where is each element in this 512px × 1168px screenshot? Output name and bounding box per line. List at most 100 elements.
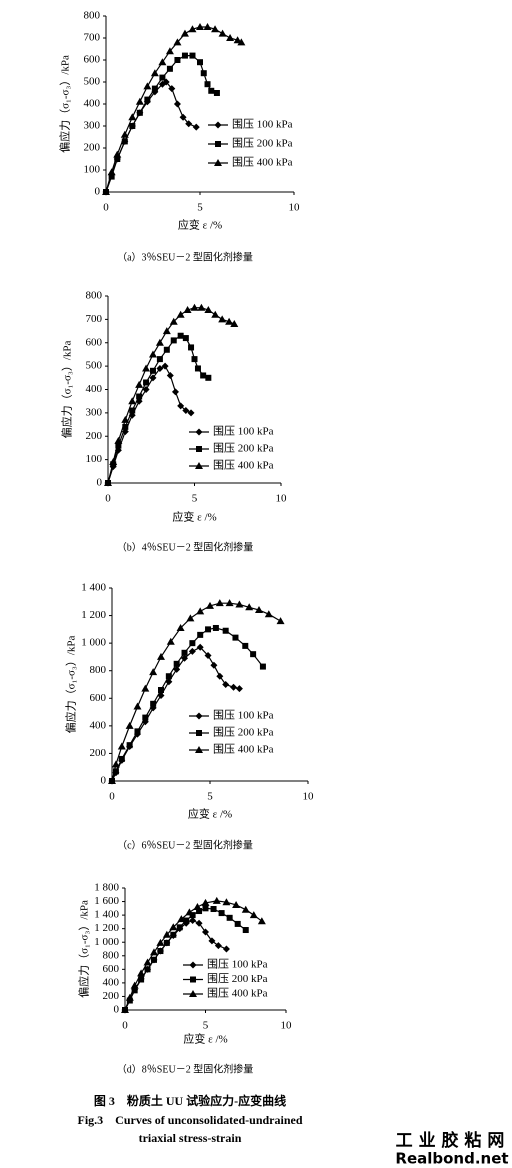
marker (137, 969, 146, 977)
marker (144, 966, 151, 973)
marker (169, 923, 178, 931)
marker (225, 317, 234, 325)
marker (200, 70, 207, 77)
y-tick-label: 800 (84, 10, 101, 22)
series-line (105, 26, 242, 193)
marker (185, 120, 193, 128)
caption: （a）3％SEU－2 型固化剂掺量 (117, 250, 253, 263)
marker (189, 961, 197, 969)
marker (174, 57, 181, 63)
y-tick-label: 600 (84, 54, 101, 66)
y-tick-label: 300 (84, 120, 101, 132)
y-tick-label: 1 200 (94, 922, 119, 934)
y-tick-label: 800 (86, 290, 103, 302)
marker (166, 637, 175, 645)
legend-label: 围压 200 kPa (213, 726, 274, 739)
marker (129, 123, 136, 129)
y-tick-label: 0 (114, 1004, 120, 1016)
marker (235, 685, 243, 693)
marker (177, 402, 185, 410)
marker (206, 601, 214, 609)
marker (197, 59, 203, 66)
legend-label: 围压 200 kPa (232, 137, 293, 150)
marker (182, 407, 190, 415)
marker (166, 371, 174, 379)
marker (126, 742, 133, 749)
marker (213, 90, 220, 96)
marker (125, 993, 134, 1001)
marker (104, 479, 112, 486)
marker (242, 927, 249, 934)
marker (188, 344, 195, 351)
marker (141, 684, 150, 692)
legend-label: 围压 100 kPa (213, 425, 274, 438)
marker (112, 768, 119, 775)
marker (156, 356, 163, 363)
marker (222, 945, 230, 953)
x-tick-label: 10 (276, 493, 288, 505)
marker (177, 332, 184, 339)
x-tick-label: 5 (192, 493, 198, 505)
y-tick-label: 200 (84, 142, 101, 154)
x-tick-label: 0 (122, 1020, 128, 1032)
marker (181, 52, 188, 59)
marker (162, 930, 171, 938)
marker (208, 87, 215, 94)
marker (158, 687, 164, 694)
marker (170, 931, 177, 938)
marker (176, 623, 185, 631)
marker (142, 364, 151, 372)
caption: （c）6％SEU－2 型固化剂掺量 (117, 838, 253, 851)
marker (182, 335, 189, 342)
marker (122, 423, 129, 430)
marker (195, 746, 203, 753)
y-tick-label: 0 (97, 477, 103, 489)
marker (230, 320, 239, 328)
marker (169, 317, 178, 325)
x-axis-label: 应变 ε /% (172, 510, 216, 524)
marker (189, 990, 197, 997)
marker (142, 386, 150, 393)
marker (111, 760, 120, 768)
marker (212, 624, 219, 631)
marker (149, 948, 158, 956)
marker (117, 742, 126, 750)
y-axis-label: 偏应力（σ₁-σ₃）/kPa (60, 341, 74, 439)
marker (188, 647, 196, 655)
figure-caption-en: triaxial stress-strain (139, 1131, 242, 1145)
x-axis-label: 应变 ε /% (188, 807, 232, 821)
marker (195, 919, 203, 927)
marker (218, 29, 227, 37)
marker (234, 920, 241, 927)
marker (226, 34, 235, 41)
marker (196, 446, 202, 452)
caption: （d）8％SEU－2 型固化剂掺量 (117, 1062, 253, 1075)
y-tick-label: 100 (86, 453, 103, 465)
x-tick-label: 10 (281, 1020, 293, 1032)
y-tick-label: 1 800 (94, 882, 119, 894)
marker (170, 337, 177, 344)
marker (196, 908, 203, 915)
y-axis-label: 偏应力（σ₁-σ₃）/kPa (77, 900, 91, 998)
marker (215, 599, 224, 607)
x-tick-label: 0 (105, 493, 111, 505)
y-axis-label: 偏应力（σ₁-σ₃）/kPa (64, 636, 78, 734)
marker (233, 36, 242, 44)
figure-caption-cn: 图 3 粉质土 UU 试验应力-应变曲线 (94, 1093, 286, 1108)
marker (212, 896, 221, 904)
marker (191, 356, 198, 363)
marker (214, 159, 222, 166)
x-tick-label: 5 (197, 202, 203, 214)
y-tick-label: 400 (86, 383, 103, 395)
marker (257, 917, 266, 925)
legend-label: 围压 100 kPa (207, 958, 268, 971)
marker (205, 374, 212, 381)
marker (259, 663, 266, 670)
marker (190, 303, 199, 311)
marker (156, 938, 165, 946)
marker (109, 457, 118, 465)
marker (193, 902, 202, 910)
marker (121, 138, 128, 145)
marker (149, 668, 158, 676)
